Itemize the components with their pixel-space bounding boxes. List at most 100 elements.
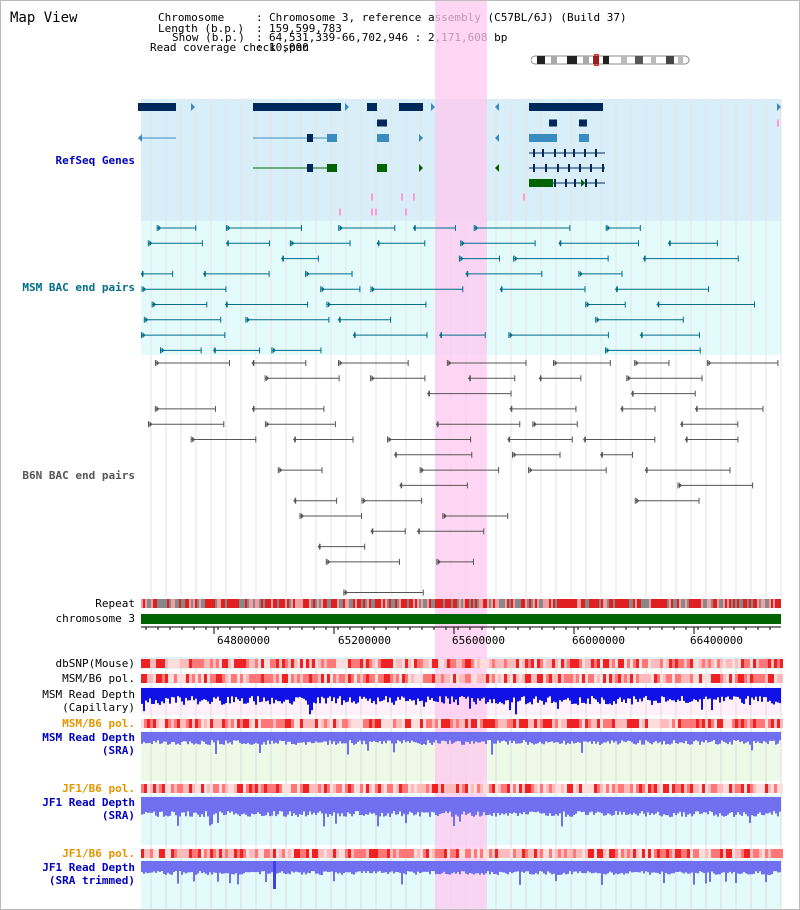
track-label-jf1-b6-pol-2[interactable]: JF1/B6 pol. bbox=[62, 847, 135, 860]
track-label-refseq[interactable]: RefSeq Genes bbox=[55, 154, 135, 167]
track-label-msm-depth-cap[interactable]: MSM Read Depth bbox=[42, 688, 135, 701]
track-label-jf1-b6-pol-1[interactable]: JF1/B6 pol. bbox=[62, 782, 135, 795]
repeat-block bbox=[245, 599, 247, 608]
repeat-block bbox=[621, 599, 623, 608]
msm-depth-cap-bar bbox=[213, 688, 215, 698]
page-title: Map View bbox=[10, 10, 78, 26]
msm-b6-pol-cell bbox=[276, 674, 279, 683]
track-label-msm-b6-pol-1[interactable]: MSM/B6 pol. bbox=[62, 672, 135, 685]
dbsnp-cell bbox=[435, 659, 438, 668]
jf1-depth-trim-bar bbox=[741, 861, 743, 874]
track-label-dbsnp[interactable]: dbSNP(Mouse) bbox=[55, 657, 135, 670]
jf1-b6-pol-cell bbox=[387, 849, 390, 858]
msm-depth-sra-bar bbox=[273, 732, 275, 744]
repeat-block bbox=[513, 599, 515, 608]
msm-b6-pol-cell bbox=[519, 719, 522, 728]
msm-b6-pol-cell bbox=[576, 719, 579, 728]
jf1-b6-pol-cell bbox=[153, 849, 156, 858]
msm-depth-sra-bar bbox=[685, 732, 687, 741]
msm-b6-pol-cell bbox=[291, 719, 294, 728]
jf1-depth-trim-bar bbox=[713, 861, 715, 874]
msm-b6-pol-cell bbox=[711, 719, 714, 728]
msm-depth-sra-bar bbox=[359, 732, 361, 741]
track-label-msm-bac[interactable]: MSM BAC end pairs bbox=[22, 281, 135, 294]
track-label-repeat[interactable]: Repeat bbox=[95, 597, 135, 610]
jf1-depth-sra-bar bbox=[171, 797, 173, 812]
msm-b6-pol-cell bbox=[159, 674, 162, 683]
jf1-b6-pol-cell bbox=[711, 784, 714, 793]
repeat-block bbox=[335, 599, 337, 608]
track-label-jf1-depth-trim[interactable]: JF1 Read Depth bbox=[42, 861, 135, 874]
jf1-depth-sra-bar bbox=[591, 797, 593, 812]
msm-b6-pol-cell bbox=[381, 674, 384, 683]
msm-b6-pol-cell bbox=[645, 674, 648, 683]
jf1-b6-pol-cell bbox=[726, 784, 729, 793]
msm-depth-sra-bar bbox=[351, 732, 353, 744]
jf1-b6-pol-cell bbox=[159, 849, 162, 858]
jf1-b6-pol-cell bbox=[249, 849, 252, 858]
msm-depth-cap-bar bbox=[571, 688, 573, 705]
msm-b6-pol-cell bbox=[252, 674, 255, 683]
dbsnp-cell bbox=[567, 659, 570, 668]
repeat-block bbox=[595, 599, 597, 608]
repeat-block bbox=[391, 599, 393, 608]
jf1-depth-trim-bar bbox=[663, 861, 665, 884]
jf1-b6-pol-cell bbox=[261, 784, 264, 793]
jf1-depth-sra-bar bbox=[271, 797, 273, 816]
jf1-depth-trim-bar bbox=[267, 861, 269, 874]
jf1-b6-pol-cell bbox=[510, 784, 513, 793]
msm-depth-sra-bar bbox=[219, 732, 221, 745]
repeat-block bbox=[633, 599, 635, 608]
msm-b6-pol-cell bbox=[192, 719, 195, 728]
msm-bac-pair-arrow bbox=[558, 240, 562, 247]
jf1-depth-sra-bar bbox=[441, 797, 443, 814]
repeat-block bbox=[201, 599, 203, 608]
jf1-b6-pol-cell bbox=[480, 784, 483, 793]
repeat-block bbox=[425, 599, 427, 608]
msm-b6-pol-cell bbox=[603, 719, 606, 728]
jf1-b6-pol-cell bbox=[699, 784, 702, 793]
msm-depth-sra-bar bbox=[745, 732, 747, 743]
dbsnp-cell bbox=[528, 659, 531, 668]
msm-b6-pol-cell bbox=[405, 719, 408, 728]
msm-b6-pol-cell bbox=[687, 719, 690, 728]
msm-b6-pol-cell bbox=[516, 674, 519, 683]
track-label-msm-depth-sra[interactable]: MSM Read Depth bbox=[42, 731, 135, 744]
repeat-block bbox=[211, 599, 213, 608]
repeat-block bbox=[725, 599, 727, 608]
msm-depth-sra-bar bbox=[591, 732, 593, 744]
msm-depth-cap-bar bbox=[575, 688, 577, 704]
track-label-msm-b6-pol-2[interactable]: MSM/B6 pol. bbox=[62, 717, 135, 730]
msm-b6-pol-cell bbox=[414, 719, 417, 728]
msm-depth-cap-bar bbox=[617, 688, 619, 700]
chromosome-ideogram[interactable] bbox=[531, 54, 691, 66]
jf1-depth-sra-bar bbox=[613, 797, 615, 815]
jf1-depth-sra-bar bbox=[561, 797, 563, 827]
msm-depth-cap-bar bbox=[773, 688, 775, 705]
msm-depth-cap-bar bbox=[665, 688, 667, 702]
msm-b6-pol-cell bbox=[561, 719, 564, 728]
jf1-depth-trim-bar bbox=[661, 861, 663, 872]
msm-b6-pol-cell bbox=[651, 719, 654, 728]
repeat-block bbox=[765, 599, 767, 608]
jf1-depth-sra-bar bbox=[513, 797, 515, 813]
msm-depth-sra-bar bbox=[655, 732, 657, 742]
msm-depth-cap-bar bbox=[405, 688, 407, 702]
msm-depth-sra-bar bbox=[517, 732, 519, 744]
dbsnp-cell bbox=[462, 659, 465, 668]
msm-b6-pol-cell bbox=[273, 719, 276, 728]
msm-b6-pol-cell bbox=[768, 719, 771, 728]
msm-depth-sra-bar bbox=[255, 732, 257, 743]
jf1-b6-pol-cell bbox=[315, 784, 318, 793]
jf1-depth-trim-bar bbox=[585, 861, 587, 874]
jf1-depth-sra-bar bbox=[465, 797, 467, 815]
repeat-block bbox=[691, 599, 693, 608]
msm-b6-pol-cell bbox=[750, 719, 753, 728]
repeat-block bbox=[671, 599, 673, 608]
msm-depth-sra-bar bbox=[653, 732, 655, 743]
track-label-b6n-bac[interactable]: B6N BAC end pairs bbox=[22, 469, 135, 482]
repeat-block bbox=[489, 599, 491, 608]
msm-depth-cap-bar bbox=[229, 688, 231, 704]
track-label-jf1-depth-sra[interactable]: JF1 Read Depth bbox=[42, 796, 135, 809]
